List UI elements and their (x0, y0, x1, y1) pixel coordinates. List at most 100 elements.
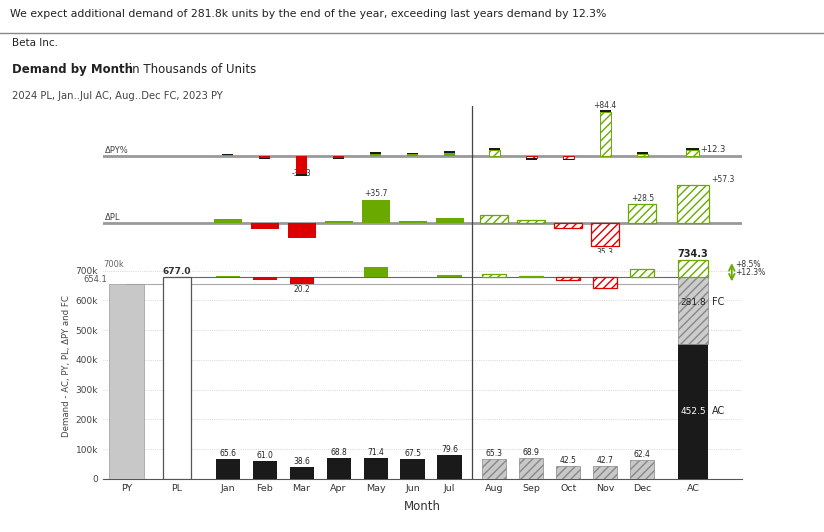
Text: 35.3: 35.3 (597, 248, 614, 257)
Text: +28.5: +28.5 (630, 194, 654, 203)
Bar (222, 155, 233, 156)
Bar (109, 284, 144, 479)
Bar (252, 461, 277, 479)
Text: 38.6: 38.6 (293, 458, 310, 466)
Bar (325, 221, 353, 223)
Bar (363, 267, 387, 277)
Bar (482, 459, 507, 479)
Text: 677.0: 677.0 (162, 268, 191, 277)
Bar (288, 223, 316, 238)
Text: +12.3: +12.3 (700, 145, 726, 154)
Bar (163, 277, 191, 479)
Bar (407, 154, 418, 156)
Bar (289, 467, 314, 479)
Text: +84.4: +84.4 (593, 101, 617, 110)
Bar (526, 156, 536, 159)
Text: Demand by Month: Demand by Month (12, 63, 133, 76)
Text: 79.6: 79.6 (441, 445, 458, 454)
Text: 700k: 700k (103, 260, 124, 269)
Bar (399, 221, 427, 223)
Bar (252, 277, 277, 280)
Bar (600, 112, 611, 156)
Bar (407, 153, 418, 154)
Bar (556, 277, 580, 280)
Text: AC: AC (712, 406, 726, 417)
Bar (438, 455, 461, 479)
Bar (628, 204, 657, 223)
Bar (216, 459, 240, 479)
Text: 20.2: 20.2 (293, 285, 310, 294)
Text: +8.5%: +8.5% (735, 260, 761, 269)
Bar (326, 459, 351, 479)
Bar (250, 223, 279, 229)
Text: 452.5: 452.5 (680, 407, 705, 416)
Text: +12.3%: +12.3% (735, 268, 765, 277)
Bar (563, 156, 574, 159)
Bar (333, 158, 344, 159)
X-axis label: Month: Month (404, 500, 441, 513)
Bar (333, 156, 344, 158)
Bar (630, 269, 654, 277)
Bar (593, 466, 617, 479)
Text: We expect additional demand of 281.8k units by the end of the year, exceeding la: We expect additional demand of 281.8k un… (10, 9, 606, 19)
Bar (630, 460, 654, 479)
Bar (289, 277, 314, 284)
Bar (686, 149, 700, 156)
Text: Beta Inc.: Beta Inc. (12, 38, 59, 48)
Text: in Thousands of Units: in Thousands of Units (125, 63, 256, 76)
Text: ΔPL: ΔPL (105, 213, 120, 222)
Bar (370, 152, 381, 154)
Bar (593, 277, 617, 288)
Bar (519, 276, 543, 277)
Text: 62.4: 62.4 (634, 450, 651, 459)
Text: 734.3: 734.3 (677, 249, 709, 259)
Bar (592, 223, 620, 246)
Bar (678, 344, 708, 479)
Bar (526, 159, 536, 160)
Bar (363, 458, 387, 479)
Bar (489, 148, 500, 150)
Bar (259, 156, 270, 157)
Bar (370, 154, 381, 156)
Bar (213, 219, 241, 223)
Bar (489, 150, 500, 156)
Bar (556, 466, 580, 479)
Bar (444, 151, 455, 153)
Bar (563, 159, 574, 160)
Text: +35.7: +35.7 (364, 189, 387, 198)
Bar (444, 153, 455, 156)
Text: 71.4: 71.4 (368, 447, 384, 456)
Bar (482, 274, 507, 277)
Y-axis label: Demand - AC, PY, PL, ΔPY and FC: Demand - AC, PY, PL, ΔPY and FC (63, 295, 72, 437)
Bar (222, 154, 233, 155)
Text: 42.5: 42.5 (559, 456, 577, 465)
Bar (678, 260, 708, 277)
Bar (296, 174, 307, 176)
Bar (296, 156, 307, 174)
Text: 61.0: 61.0 (256, 451, 273, 460)
Text: 65.3: 65.3 (486, 450, 503, 459)
Bar (259, 157, 270, 159)
Text: 68.9: 68.9 (523, 448, 540, 458)
Bar (480, 215, 508, 223)
Text: 654.1: 654.1 (83, 275, 107, 284)
Text: +57.3: +57.3 (711, 175, 734, 184)
Bar (438, 275, 461, 277)
Bar (637, 152, 648, 154)
Text: 67.5: 67.5 (404, 448, 421, 458)
Bar (436, 218, 464, 223)
Text: FC: FC (712, 297, 724, 307)
Text: -34.3: -34.3 (292, 169, 311, 178)
Bar (519, 458, 543, 479)
Text: ΔPY%: ΔPY% (105, 146, 129, 155)
Bar (555, 223, 583, 228)
Bar (686, 148, 700, 149)
Text: 281.8: 281.8 (680, 298, 706, 307)
Bar (362, 200, 390, 223)
Bar (678, 260, 708, 344)
Text: 42.7: 42.7 (597, 456, 614, 465)
Bar (216, 276, 240, 277)
Bar (600, 110, 611, 112)
Text: 2024 PL, Jan..Jul AC, Aug..Dec FC, 2023 PY: 2024 PL, Jan..Jul AC, Aug..Dec FC, 2023 … (12, 90, 223, 101)
Text: 65.6: 65.6 (219, 449, 236, 458)
